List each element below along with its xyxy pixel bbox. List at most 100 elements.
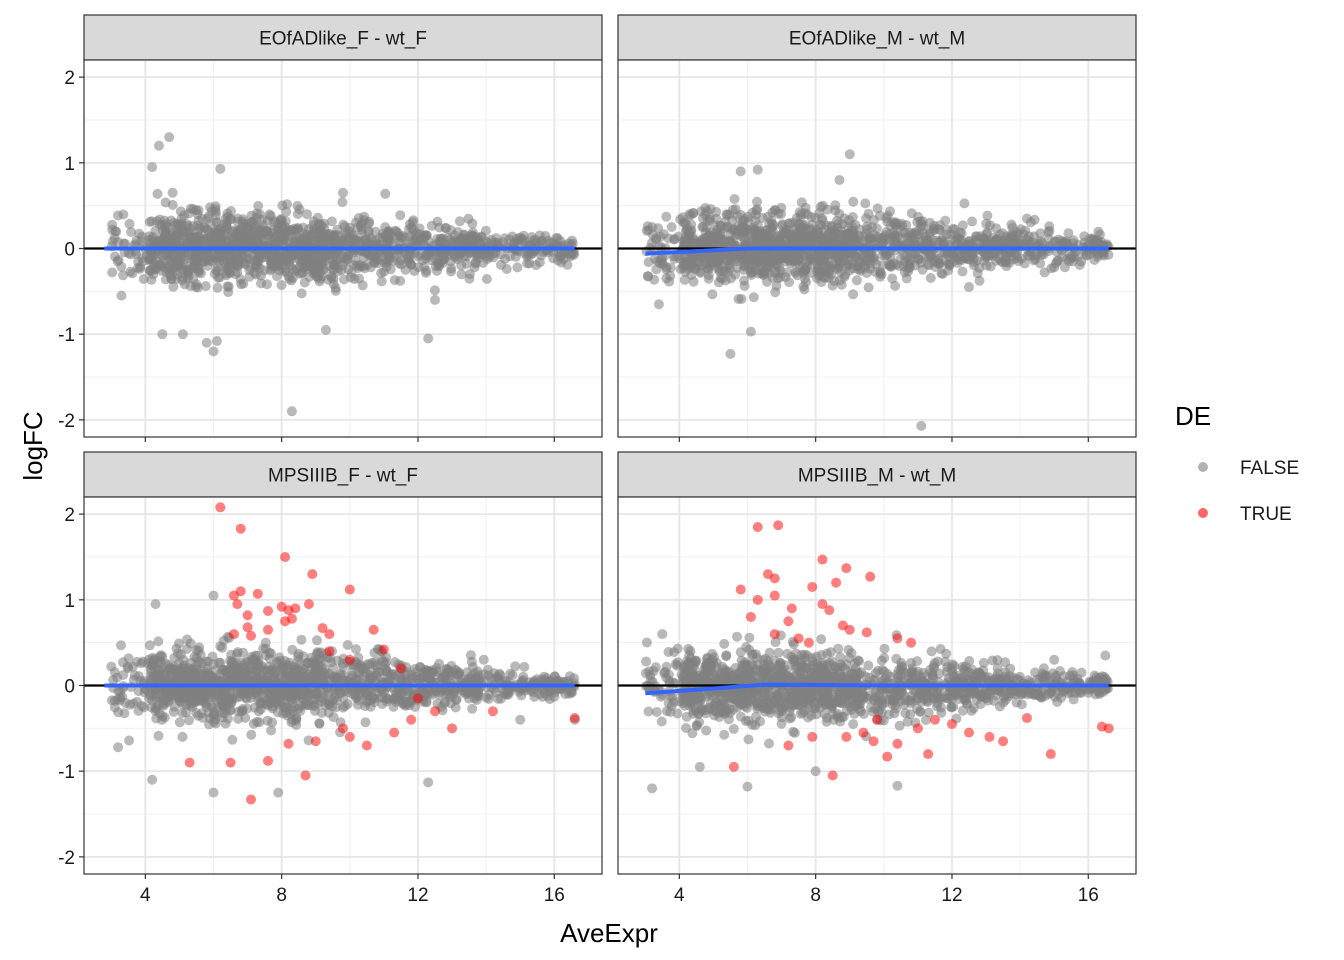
data-point-false [151, 255, 162, 266]
data-point-false [286, 406, 297, 417]
x-tick-label: 12 [407, 885, 428, 906]
data-point-false [925, 273, 936, 283]
data-point-false [208, 346, 219, 357]
data-point-false [1020, 225, 1031, 236]
data-point-false [467, 232, 478, 243]
data-point-false [887, 273, 898, 284]
data-point-false [312, 635, 322, 646]
data-point-false [177, 329, 188, 340]
data-point-false [311, 649, 322, 660]
data-point-false [522, 258, 533, 269]
data-point-false [848, 196, 859, 207]
data-point-true [228, 629, 239, 640]
data-point-false [712, 264, 723, 275]
data-point-false [157, 329, 168, 340]
data-point-false [704, 212, 715, 223]
data-point-false [916, 219, 927, 230]
data-point-false [150, 670, 161, 681]
data-point-false [287, 706, 298, 717]
data-point-false [933, 224, 944, 235]
data-point-false [968, 260, 979, 271]
data-point-false [122, 661, 133, 672]
data-point-false [108, 675, 119, 685]
data-point-false [201, 337, 212, 348]
false-points [640, 629, 1113, 794]
data-point-false [1043, 233, 1054, 244]
data-point-false [289, 237, 300, 247]
data-point-false [784, 255, 795, 266]
data-point-false [537, 691, 548, 702]
data-point-false [679, 274, 690, 285]
data-point-true [395, 663, 406, 674]
data-point-false [1007, 230, 1018, 241]
data-point-false [264, 647, 275, 658]
data-point-false [201, 234, 212, 245]
data-point-false [531, 260, 542, 271]
facet-panel: MPSIIIB_M - wt_M4 8 12 16 [617, 451, 1137, 906]
data-point-false [303, 253, 314, 264]
data-point-false [276, 280, 287, 291]
data-point-false [512, 233, 523, 244]
data-point-true [307, 569, 318, 580]
facet-strip-title: MPSIIIB_M - wt_M [798, 466, 956, 487]
data-point-false [313, 232, 324, 243]
data-point-true [487, 706, 498, 717]
data-point-false [251, 208, 262, 219]
data-point-false [906, 208, 917, 219]
data-point-false [916, 420, 927, 431]
data-point-true [215, 502, 226, 513]
data-point-false [293, 248, 304, 259]
facet-strip [617, 14, 1137, 61]
data-point-true [263, 605, 274, 616]
data-point-true [225, 757, 236, 768]
data-point-false [284, 273, 295, 284]
data-point-false [164, 132, 175, 143]
data-point-false [395, 210, 406, 221]
data-point-false [196, 690, 207, 700]
data-point-false [426, 220, 437, 231]
data-point-false [816, 255, 827, 266]
data-point-true [344, 584, 355, 595]
data-point-false [715, 229, 726, 240]
data-point-false [678, 262, 689, 273]
data-point-false [882, 216, 893, 227]
data-point-false [113, 210, 123, 221]
data-point-false [340, 230, 351, 241]
data-point-false [423, 777, 434, 788]
data-point-false [471, 674, 482, 685]
data-point-true [280, 551, 291, 562]
data-point-false [748, 292, 759, 303]
data-point-false [151, 694, 162, 704]
data-point-false [776, 220, 787, 231]
data-point-false [844, 265, 855, 276]
data-point-false [380, 188, 391, 199]
data-point-false [126, 227, 137, 237]
data-point-false [450, 702, 461, 713]
data-point-false [698, 222, 709, 233]
data-point-false [423, 333, 434, 344]
data-point-false [1000, 249, 1011, 259]
data-point-false [422, 667, 433, 678]
data-point-false [410, 671, 421, 682]
data-point-false [177, 731, 188, 742]
data-point-false [418, 235, 428, 246]
data-point-false [682, 224, 693, 235]
data-point-false [663, 233, 674, 244]
data-point-false [202, 663, 213, 674]
data-point-false [144, 640, 155, 651]
data-point-true [447, 723, 458, 734]
data-point-false [298, 651, 309, 662]
data-point-false [685, 210, 696, 221]
facet-strip [83, 14, 603, 61]
data-point-false [168, 281, 179, 292]
data-point-false [1103, 249, 1114, 260]
data-point-false [862, 221, 873, 232]
data-point-false [146, 216, 157, 227]
data-point-false [354, 259, 365, 270]
data-point-false [302, 209, 313, 220]
data-point-false [354, 273, 365, 284]
data-point-false [536, 235, 547, 246]
data-point-false [1021, 213, 1032, 224]
data-point-false [139, 687, 150, 698]
